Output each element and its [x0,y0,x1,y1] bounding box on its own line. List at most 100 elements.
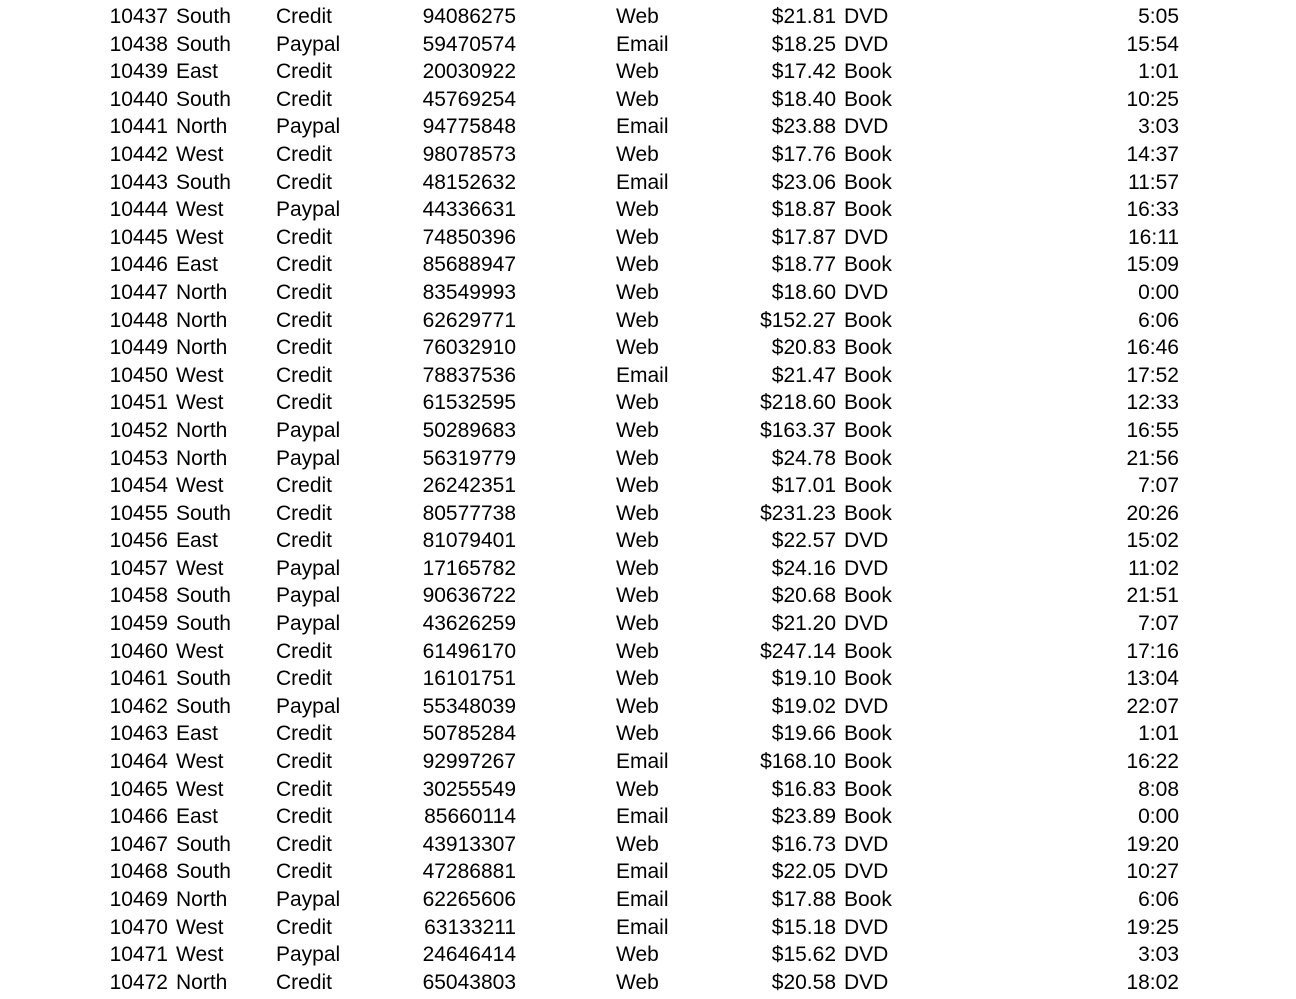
cell-channel: Email [616,803,686,831]
cell-channel: Web [616,610,686,638]
cell-payment: Credit [276,803,356,831]
cell-id: 10443 [108,169,168,197]
cell-channel: Email [616,31,686,59]
cell-payment: Credit [276,914,356,942]
cell-ref: 62629771 [356,307,516,335]
cell-time: 3:03 [1119,113,1179,141]
cell-channel: Web [616,720,686,748]
table-row: 10456EastCredit81079401Web$22.57DVD15:02 [0,527,1296,555]
cell-amount: $17.76 [686,141,836,169]
cell-region: West [176,638,276,666]
cell-channel: Web [616,582,686,610]
cell-product: Book [844,334,904,362]
cell-region: West [176,224,276,252]
cell-amount: $23.89 [686,803,836,831]
cell-product: Book [844,417,904,445]
cell-payment: Credit [276,527,356,555]
cell-channel: Web [616,941,686,969]
cell-region: East [176,527,276,555]
cell-ref: 16101751 [356,665,516,693]
cell-amount: $16.83 [686,776,836,804]
cell-amount: $22.57 [686,527,836,555]
table-row: 10462SouthPaypal55348039Web$19.02DVD22:0… [0,693,1296,721]
cell-time: 15:09 [1119,251,1179,279]
cell-id: 10464 [108,748,168,776]
cell-id: 10468 [108,858,168,886]
cell-ref: 78837536 [356,362,516,390]
cell-amount: $19.10 [686,665,836,693]
cell-amount: $163.37 [686,417,836,445]
table-row: 10460WestCredit61496170Web$247.14Book17:… [0,638,1296,666]
cell-ref: 63133211 [356,914,516,942]
table-row: 10449NorthCredit76032910Web$20.83Book16:… [0,334,1296,362]
cell-time: 19:25 [1119,914,1179,942]
cell-id: 10455 [108,500,168,528]
cell-product: Book [844,582,904,610]
cell-product: Book [844,196,904,224]
table-row: 10453NorthPaypal56319779Web$24.78Book21:… [0,445,1296,473]
cell-region: North [176,113,276,141]
cell-region: West [176,141,276,169]
cell-payment: Credit [276,776,356,804]
table-row: 10450WestCredit78837536Email$21.47Book17… [0,362,1296,390]
cell-region: North [176,279,276,307]
cell-payment: Credit [276,86,356,114]
cell-payment: Credit [276,362,356,390]
cell-channel: Web [616,58,686,86]
cell-payment: Credit [276,858,356,886]
cell-payment: Paypal [276,196,356,224]
table-row: 10459SouthPaypal43626259Web$21.20DVD7:07 [0,610,1296,638]
cell-amount: $20.83 [686,334,836,362]
cell-channel: Web [616,693,686,721]
table-row: 10452NorthPaypal50289683Web$163.37Book16… [0,417,1296,445]
cell-product: Book [844,500,904,528]
cell-product: DVD [844,831,904,859]
cell-region: West [176,196,276,224]
data-table: 10437SouthCredit94086275Web$21.81DVD5:05… [0,3,1296,996]
cell-id: 10439 [108,58,168,86]
cell-amount: $15.62 [686,941,836,969]
cell-region: South [176,3,276,31]
cell-time: 18:02 [1119,969,1179,997]
cell-product: DVD [844,3,904,31]
cell-payment: Paypal [276,555,356,583]
cell-time: 1:01 [1119,720,1179,748]
cell-product: Book [844,748,904,776]
cell-amount: $231.23 [686,500,836,528]
cell-ref: 90636722 [356,582,516,610]
cell-amount: $16.73 [686,831,836,859]
cell-time: 21:51 [1119,582,1179,610]
table-row: 10464WestCredit92997267Email$168.10Book1… [0,748,1296,776]
cell-product: DVD [844,555,904,583]
table-row: 10451WestCredit61532595Web$218.60Book12:… [0,389,1296,417]
cell-payment: Credit [276,307,356,335]
cell-ref: 85688947 [356,251,516,279]
cell-region: West [176,389,276,417]
cell-region: South [176,582,276,610]
cell-amount: $17.01 [686,472,836,500]
cell-id: 10445 [108,224,168,252]
cell-time: 22:07 [1119,693,1179,721]
cell-id: 10460 [108,638,168,666]
cell-amount: $20.58 [686,969,836,997]
cell-id: 10456 [108,527,168,555]
table-row: 10445WestCredit74850396Web$17.87DVD16:11 [0,224,1296,252]
cell-amount: $21.47 [686,362,836,390]
table-row: 10461SouthCredit16101751Web$19.10Book13:… [0,665,1296,693]
cell-product: Book [844,886,904,914]
table-row: 10471WestPaypal24646414Web$15.62DVD3:03 [0,941,1296,969]
cell-product: DVD [844,858,904,886]
cell-id: 10458 [108,582,168,610]
cell-region: South [176,169,276,197]
cell-channel: Web [616,3,686,31]
cell-payment: Credit [276,500,356,528]
cell-product: DVD [844,113,904,141]
cell-ref: 48152632 [356,169,516,197]
cell-channel: Web [616,445,686,473]
cell-id: 10437 [108,3,168,31]
cell-payment: Credit [276,3,356,31]
table-row: 10472NorthCredit65043803Web$20.58DVD18:0… [0,969,1296,997]
cell-region: West [176,914,276,942]
cell-product: Book [844,389,904,417]
table-row: 10441NorthPaypal94775848Email$23.88DVD3:… [0,113,1296,141]
